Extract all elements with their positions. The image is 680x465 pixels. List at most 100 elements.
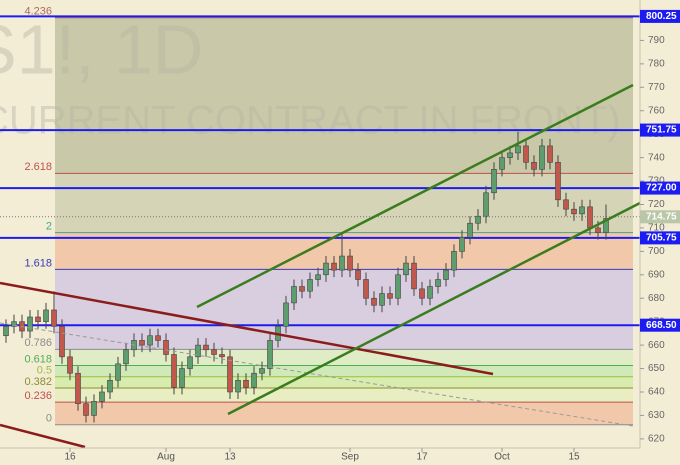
- y-tick-label: 730: [648, 176, 665, 187]
- candle-body: [435, 279, 441, 287]
- candle-body: [155, 335, 161, 341]
- y-tick-label: 640: [648, 387, 665, 398]
- price-line-label: 668.50: [646, 320, 677, 331]
- x-tick-label: 17: [416, 452, 428, 463]
- trend-line: [0, 322, 634, 427]
- x-tick-label: Oct: [494, 452, 510, 463]
- candle-body: [3, 326, 9, 337]
- candle-body: [83, 403, 89, 416]
- candle-body: [475, 215, 481, 224]
- fib-label: 0.786: [24, 337, 52, 349]
- candle-body: [387, 293, 393, 299]
- candle-body: [227, 356, 233, 393]
- candle-body: [203, 344, 209, 351]
- fib-label: 2: [46, 221, 52, 233]
- candle-body: [235, 379, 241, 393]
- x-tick-label: 15: [568, 452, 580, 463]
- candle-body: [579, 206, 585, 215]
- candle-body: [427, 286, 433, 299]
- candle-body: [107, 379, 113, 393]
- candle-body: [243, 379, 249, 388]
- candle-body: [595, 227, 601, 233]
- candle-body: [187, 356, 193, 369]
- y-tick-label: 660: [648, 340, 665, 351]
- y-tick-label: 630: [648, 410, 665, 421]
- candle-body: [355, 269, 361, 280]
- candle-body: [283, 302, 289, 327]
- candle-body: [251, 372, 257, 388]
- candle-body: [331, 262, 337, 271]
- x-tick-label: 16: [64, 452, 76, 463]
- candle-body: [555, 162, 561, 201]
- candle-body: [11, 321, 17, 327]
- candle-body: [51, 309, 57, 327]
- candle-body: [67, 356, 73, 374]
- y-tick-label: 720: [648, 199, 665, 210]
- last-price-label: 714.75: [646, 211, 677, 222]
- candle-body: [491, 169, 497, 194]
- candle-body: [531, 162, 537, 170]
- y-tick-label: 650: [648, 363, 665, 374]
- fib-band: [55, 365, 633, 377]
- price-line-box: [640, 318, 680, 332]
- y-tick-label: 760: [648, 105, 665, 116]
- candle-body: [499, 157, 505, 170]
- candle-body: [91, 401, 97, 416]
- y-tick-label: 770: [648, 82, 665, 93]
- price-line-label: 727.00: [646, 183, 677, 194]
- candle-body: [339, 255, 345, 271]
- fib-band: [55, 173, 633, 233]
- drawings: [0, 83, 641, 449]
- trend-line: [0, 281, 494, 376]
- last-price-box: [640, 210, 680, 224]
- candle-body: [59, 326, 65, 358]
- candle-body: [267, 340, 273, 369]
- fib-band: [55, 388, 633, 403]
- candle-body: [147, 335, 153, 346]
- fib-label: 0.236: [24, 390, 52, 402]
- fib-label: 0.5: [37, 365, 52, 377]
- y-tick-label: 790: [648, 35, 665, 46]
- candle-body: [443, 269, 449, 280]
- candle-body: [219, 354, 225, 358]
- fib-band: [55, 17, 633, 174]
- channel-line: [196, 83, 634, 309]
- candle-body: [587, 206, 593, 229]
- y-tick-label: 780: [648, 59, 665, 70]
- candle-body: [507, 152, 513, 158]
- candle-body: [523, 145, 529, 163]
- trend-line: [0, 423, 86, 449]
- fib-band: [55, 376, 633, 389]
- price-line-box: [640, 231, 680, 245]
- candle-body: [571, 208, 577, 215]
- candle-body: [483, 192, 489, 217]
- candle-body: [379, 293, 385, 306]
- fib-label: 0.618: [24, 353, 52, 365]
- candle-body: [179, 368, 185, 388]
- candle-body: [171, 354, 177, 388]
- candle-body: [115, 363, 121, 381]
- candle-body: [419, 288, 425, 299]
- candle-body: [539, 145, 545, 170]
- x-tick-label: Aug: [157, 452, 175, 463]
- price-line-box: [640, 181, 680, 195]
- candle-body: [211, 349, 217, 355]
- x-tick-label: 13: [224, 452, 236, 463]
- candle-body: [515, 145, 521, 154]
- x-tick-label: Sep: [341, 452, 359, 463]
- candle-body: [371, 297, 377, 306]
- candle-body: [403, 262, 409, 276]
- candle-body: [299, 286, 305, 292]
- y-tick-label: 710: [648, 223, 665, 234]
- candle-body: [195, 344, 201, 358]
- channel-line: [227, 201, 641, 416]
- candle-body: [139, 340, 145, 346]
- watermark: CURRENT CONTRACT IN FRONT): [0, 99, 621, 143]
- fib-label: 4.236: [24, 6, 52, 18]
- price-line-label: 800.25: [646, 11, 677, 22]
- candle-body: [35, 316, 41, 322]
- y-tick-label: 700: [648, 246, 665, 257]
- candle-body: [395, 274, 401, 299]
- y-tick-label: 680: [648, 293, 665, 304]
